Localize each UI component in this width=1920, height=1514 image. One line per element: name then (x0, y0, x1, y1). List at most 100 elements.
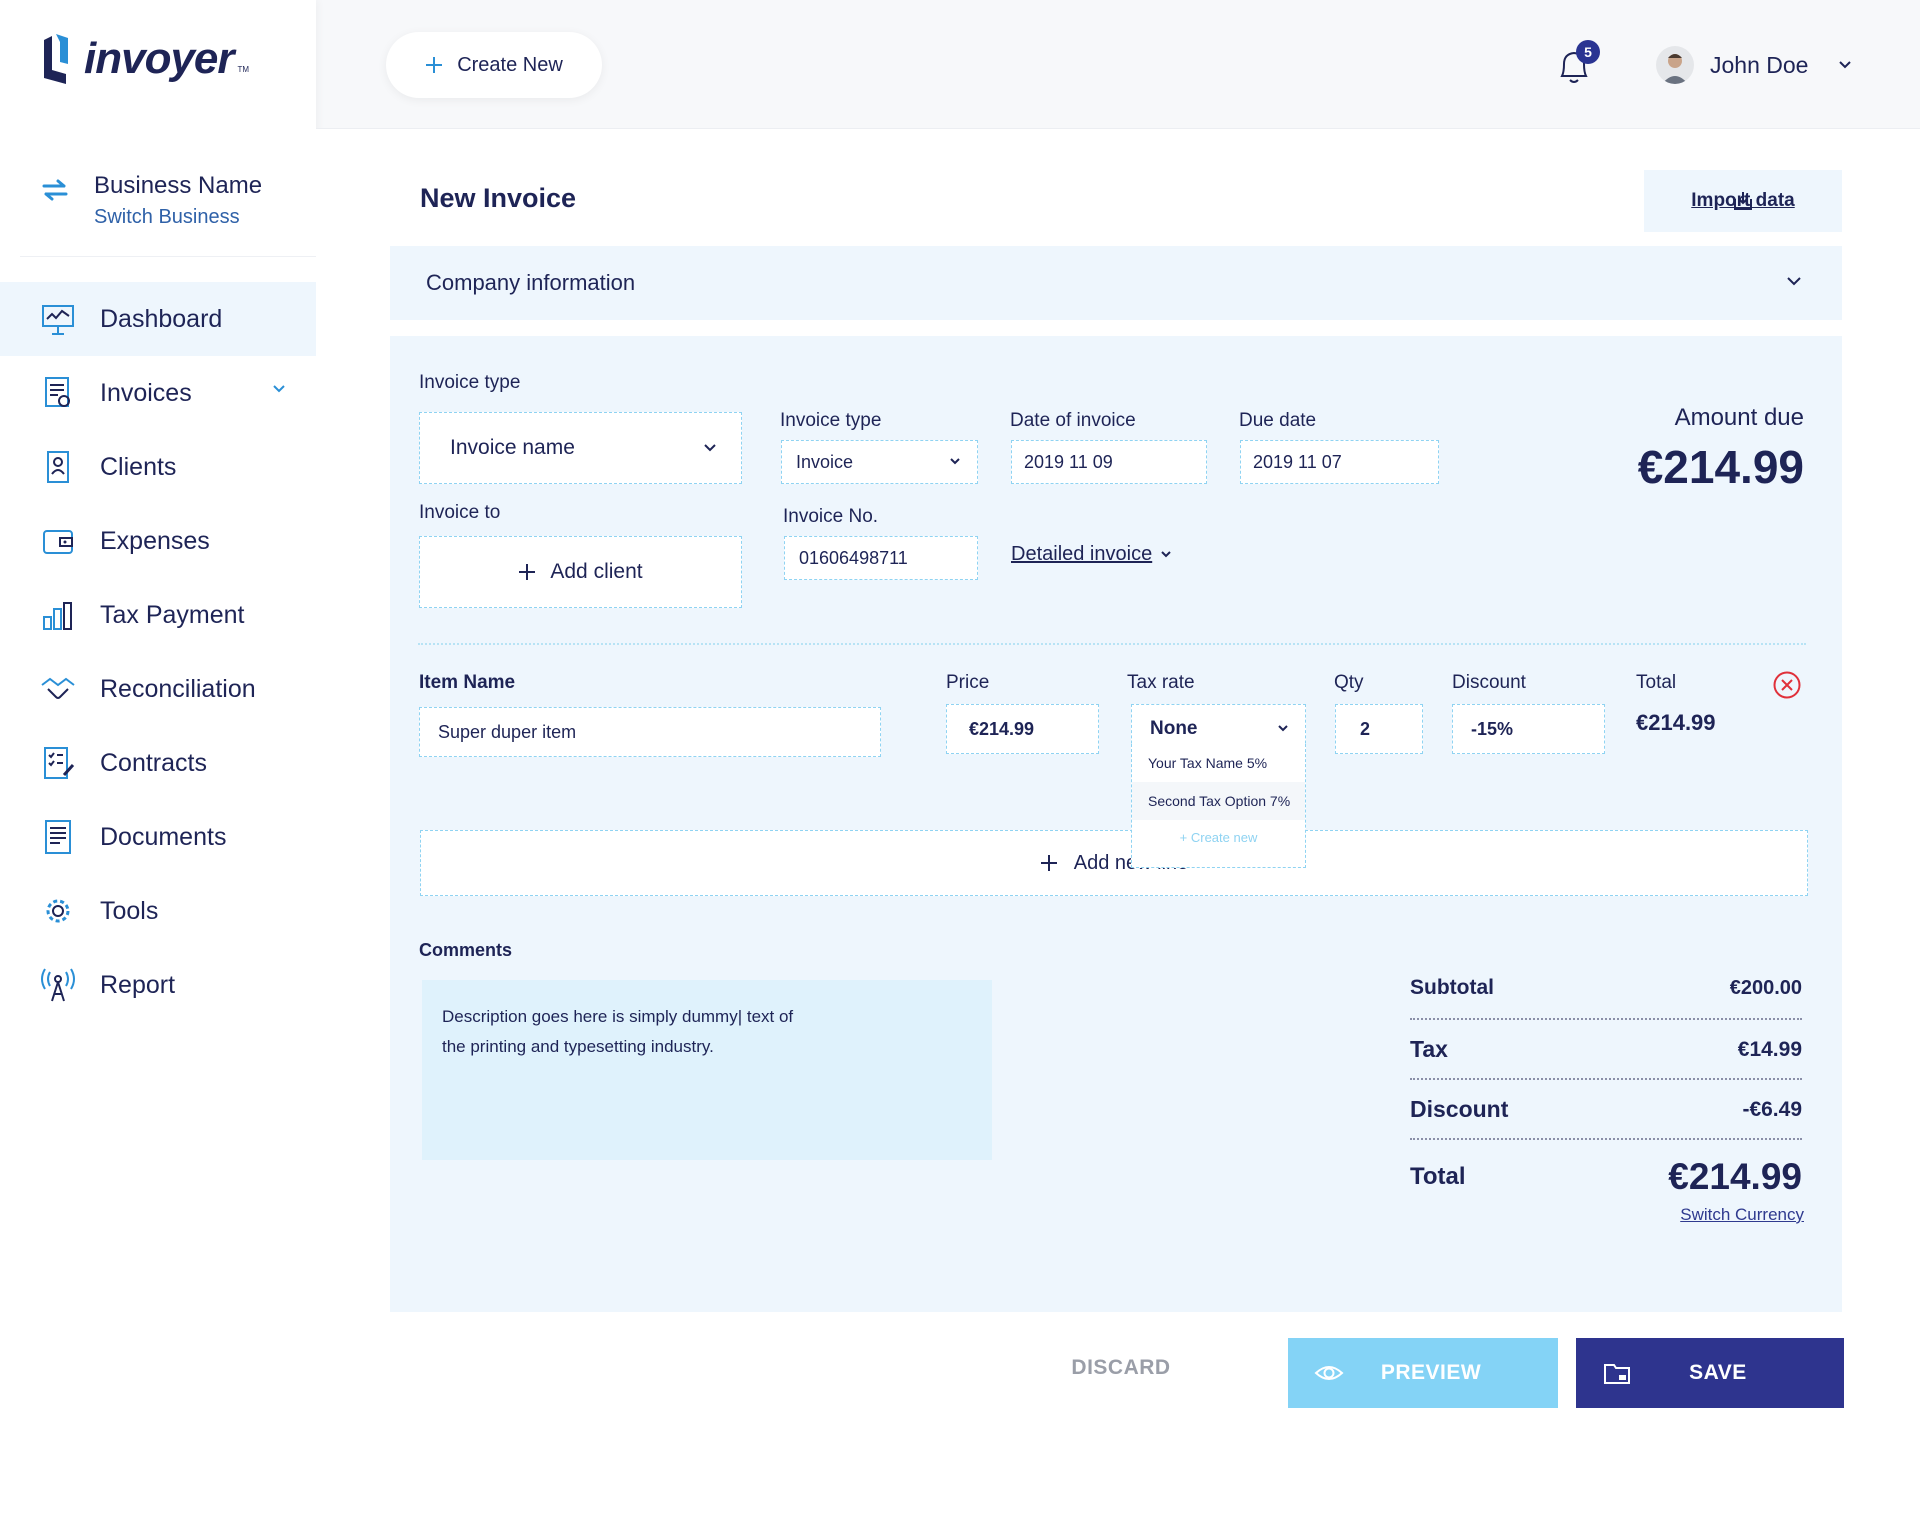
chevron-down-icon (1839, 61, 1852, 69)
preview-button[interactable]: PREVIEW (1288, 1338, 1558, 1408)
import-data-button[interactable]: Import data (1644, 170, 1842, 232)
subtotal-value: €200.00 (1729, 976, 1802, 999)
sidebar-item-contracts[interactable]: Contracts (0, 726, 316, 800)
invoice-no-field[interactable]: 01606498711 (784, 536, 978, 580)
sidebar-item-label: Invoices (100, 378, 192, 407)
comment-line: the printing and typesetting industry. (442, 1037, 714, 1056)
comments-textarea[interactable]: Description goes here is simply dummy| t… (422, 980, 992, 1160)
section-separator (418, 643, 1806, 645)
due-date-field[interactable]: 2019 11 07 (1240, 440, 1439, 484)
antenna-icon (40, 967, 76, 1003)
header-divider (316, 128, 1920, 129)
remove-line-icon[interactable] (1772, 670, 1802, 700)
wallet-icon (40, 523, 76, 559)
chevron-down-icon[interactable] (272, 384, 286, 394)
chart-icon (40, 597, 76, 633)
discount-label: Discount (1452, 672, 1526, 693)
invoice-type-value: Invoice (796, 451, 854, 472)
sidebar-item-label: Contracts (100, 748, 207, 777)
handshake-icon (40, 671, 76, 707)
sidebar-item-clients[interactable]: Clients (0, 430, 316, 504)
sidebar-item-expenses[interactable]: Expenses (0, 504, 316, 578)
amount-due-value: €214.99 (1637, 441, 1804, 493)
add-client-label: Add client (550, 560, 643, 583)
sidebar-item-documents[interactable]: Documents (0, 800, 316, 874)
date-of-invoice-field[interactable]: 2019 11 09 (1011, 440, 1207, 484)
invoice-type-2-label: Invoice type (780, 410, 882, 431)
sidebar-item-tax-payment[interactable]: Tax Payment (0, 578, 316, 652)
bell-icon[interactable] (1554, 44, 1594, 88)
total-row: Total €214.99 (1410, 1156, 1802, 1198)
dashboard-icon (40, 301, 76, 337)
tax-rate-dropdown: Your Tax Name 5% Second Tax Option 7% + … (1131, 744, 1306, 868)
user-menu[interactable]: John Doe (1656, 46, 1852, 84)
sidebar-item-label: Clients (100, 452, 177, 481)
save-button[interactable]: SAVE (1576, 1338, 1844, 1408)
qty-field[interactable]: 2 (1335, 704, 1423, 754)
date-of-invoice-label: Date of invoice (1010, 410, 1136, 431)
tax-create-new-link[interactable]: + Create new (1179, 829, 1258, 845)
invoice-no-label: Invoice No. (783, 506, 879, 527)
plus-icon (519, 564, 536, 580)
sidebar-item-tools[interactable]: Tools (0, 874, 316, 948)
tax-option[interactable]: Your Tax Name 5% (1148, 755, 1268, 771)
sidebar-item-report[interactable]: Report (0, 948, 316, 1022)
item-name-value: Super duper item (438, 721, 577, 742)
sidebar-item-reconciliation[interactable]: Reconciliation (0, 652, 316, 726)
import-icon (1734, 192, 1752, 210)
chevron-down-icon (704, 444, 716, 452)
gear-icon (40, 893, 76, 929)
logo[interactable]: invoyer TM (40, 34, 249, 84)
switch-business-link[interactable]: Switch Business (94, 206, 240, 228)
contract-icon (40, 745, 76, 781)
discount-field[interactable]: -15% (1452, 704, 1605, 754)
plus-icon (1040, 855, 1057, 871)
discount-summary-label: Discount (1410, 1096, 1509, 1122)
import-data-label: Import data (1691, 190, 1795, 211)
item-name-label: Item Name (419, 672, 516, 693)
create-new-label: Create New (457, 53, 563, 76)
eye-icon (1314, 1366, 1344, 1380)
total-summary-value: €214.99 (1668, 1156, 1802, 1197)
sidebar-item-label: Report (100, 970, 176, 999)
business-name: Business Name (94, 172, 263, 199)
item-name-field[interactable]: Super duper item (419, 707, 881, 757)
invoice-type-label: Invoice type (419, 372, 521, 393)
sidebar-divider (20, 256, 316, 257)
due-date-label: Due date (1239, 410, 1317, 431)
company-information-label: Company information (426, 270, 636, 295)
detailed-invoice-toggle[interactable]: Detailed invoice (1011, 543, 1172, 566)
invoice-type-select[interactable]: Invoice (781, 440, 978, 484)
user-name: John Doe (1710, 51, 1809, 78)
item-total-value: €214.99 (1636, 710, 1716, 735)
invoice-name-select[interactable]: Invoice name (419, 412, 742, 484)
company-information-accordion[interactable]: Company information (390, 246, 1842, 320)
invoice-name-value: Invoice name (450, 436, 575, 459)
price-field[interactable]: €214.99 (946, 704, 1099, 754)
price-value: €214.99 (969, 718, 1035, 739)
tax-label: Tax (1410, 1036, 1448, 1062)
business-switcher[interactable]: Business Name Switch Business (40, 172, 300, 229)
summary-divider (1410, 1138, 1802, 1140)
chevron-down-icon (1278, 725, 1288, 732)
sidebar-item-label: Documents (100, 822, 227, 851)
sidebar-item-label: Tools (100, 896, 159, 925)
due-date-value: 2019 11 07 (1253, 451, 1342, 472)
sidebar-item-dashboard[interactable]: Dashboard (0, 282, 316, 356)
qty-label: Qty (1334, 672, 1364, 693)
price-label: Price (946, 672, 990, 693)
create-new-button[interactable]: Create New (386, 32, 602, 98)
date-of-invoice-value: 2019 11 09 (1024, 451, 1113, 472)
page-title: New Invoice (420, 183, 577, 213)
logo-text: invoyer (84, 34, 235, 83)
add-new-line-button[interactable]: Add new line (420, 830, 1808, 896)
subtotal-label: Subtotal (1410, 976, 1494, 999)
add-client-button[interactable]: Add client (419, 536, 742, 608)
chevron-down-icon (1161, 551, 1171, 558)
sidebar-item-label: Expenses (100, 526, 210, 555)
discard-button[interactable]: DISCARD (1071, 1356, 1171, 1379)
tax-option[interactable]: Second Tax Option 7% (1132, 782, 1305, 820)
switch-arrows-icon (42, 179, 68, 201)
sidebar-item-invoices[interactable]: Invoices (0, 356, 316, 430)
switch-currency-link[interactable]: Switch Currency (1680, 1205, 1804, 1224)
